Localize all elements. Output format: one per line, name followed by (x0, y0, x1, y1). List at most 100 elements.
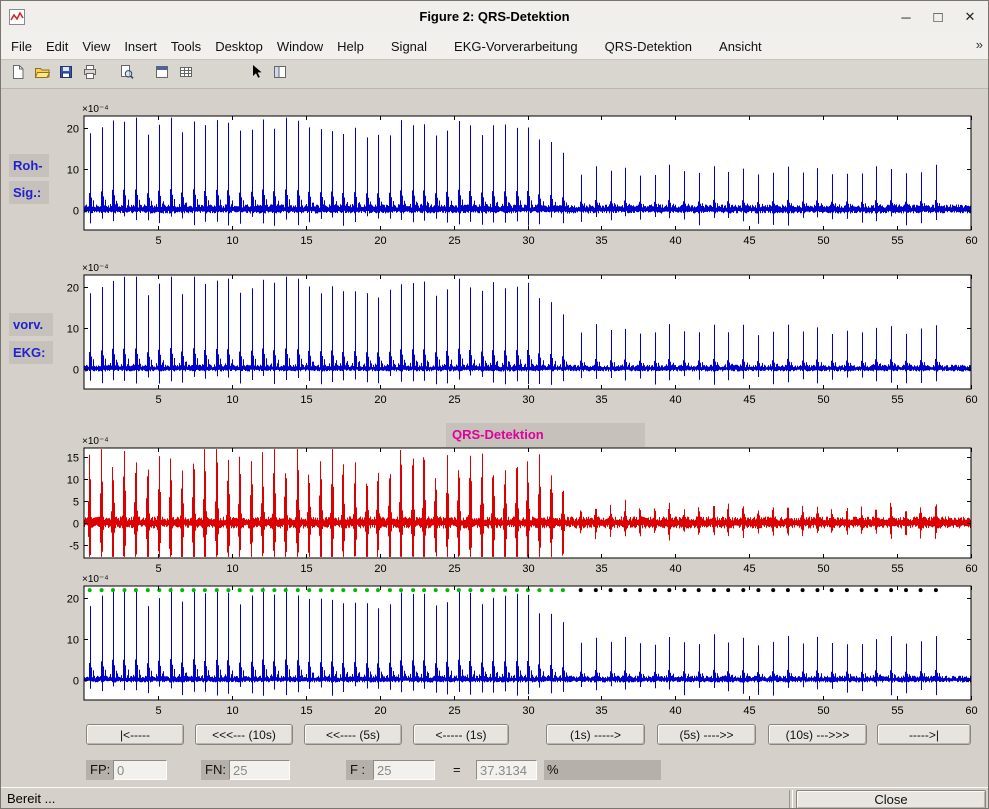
svg-text:45: 45 (743, 235, 755, 247)
svg-text:0: 0 (73, 676, 79, 688)
minimize-button[interactable]: ─ (901, 9, 911, 25)
svg-text:15: 15 (300, 394, 312, 406)
window-title: Figure 2: QRS-Detektion (419, 9, 570, 24)
dock-figure-button[interactable] (150, 63, 174, 86)
fp-input[interactable] (113, 760, 167, 780)
print-icon (82, 64, 98, 85)
table-icon (178, 64, 194, 85)
fp-label: FP: (86, 760, 113, 780)
nav-fwd-1s-button[interactable]: (1s) -----> (546, 724, 645, 745)
new-document-button[interactable] (6, 63, 30, 86)
insert-table-button[interactable] (174, 63, 198, 86)
print-preview-button[interactable] (114, 63, 138, 86)
svg-text:35: 35 (595, 705, 607, 717)
svg-text:60: 60 (965, 563, 977, 575)
dock-window-icon (154, 64, 170, 85)
equals-sign: = (453, 762, 461, 777)
svg-text:45: 45 (743, 394, 755, 406)
svg-text:35: 35 (595, 394, 607, 406)
menu-item-desktop[interactable]: Desktop (215, 38, 263, 54)
svg-text:0: 0 (73, 206, 79, 218)
svg-text:30: 30 (522, 563, 534, 575)
window-icon (9, 9, 25, 25)
svg-text:30: 30 (522, 705, 534, 717)
nav-back-1s-button[interactable]: <----- (1s) (413, 724, 509, 745)
new-document-icon (10, 64, 26, 85)
result-input[interactable] (476, 760, 537, 780)
nav-back-5s-button[interactable]: <<---- (5s) (304, 724, 402, 745)
svg-text:50: 50 (817, 394, 829, 406)
titlebar: Figure 2: QRS-Detektion ─ □ ✕ (1, 1, 988, 34)
svg-text:15: 15 (300, 563, 312, 575)
menu-item-ekg-vorverarbeitung[interactable]: EKG-Vorverarbeitung (454, 38, 578, 54)
menubar: File Edit View Insert Tools Desktop Wind… (1, 33, 988, 60)
maximize-button[interactable]: □ (933, 8, 943, 26)
menu-item-edit[interactable]: Edit (45, 38, 69, 54)
close-button[interactable]: Close (796, 790, 986, 808)
menu-item-file[interactable]: File (11, 38, 32, 54)
svg-text:×10⁻⁴: ×10⁻⁴ (82, 436, 109, 447)
svg-text:10: 10 (226, 394, 238, 406)
svg-text:5: 5 (73, 497, 79, 509)
save-button[interactable] (54, 63, 78, 86)
menu-item-tools[interactable]: Tools (170, 38, 202, 54)
svg-text:55: 55 (891, 235, 903, 247)
nav-back-10s-button[interactable]: <<<--- (10s) (195, 724, 293, 745)
svg-text:×10⁻⁴: ×10⁻⁴ (82, 574, 109, 585)
svg-text:0: 0 (73, 519, 79, 531)
svg-text:55: 55 (891, 563, 903, 575)
svg-text:10: 10 (67, 324, 79, 336)
svg-text:5: 5 (155, 563, 161, 575)
svg-text:20: 20 (374, 394, 386, 406)
window-controls: ─ □ ✕ (890, 1, 986, 33)
layout-panels-button[interactable] (268, 63, 292, 86)
svg-text:25: 25 (448, 394, 460, 406)
svg-text:40: 40 (669, 705, 681, 717)
roh-signal-label-line1: Roh- (9, 154, 49, 177)
svg-text:40: 40 (669, 235, 681, 247)
menu-item-help[interactable]: Help (337, 38, 364, 54)
toolbar (1, 60, 988, 89)
svg-text:40: 40 (669, 563, 681, 575)
save-icon (58, 64, 74, 85)
svg-text:20: 20 (67, 124, 79, 136)
close-window-button[interactable]: ✕ (964, 9, 976, 24)
svg-text:30: 30 (522, 394, 534, 406)
svg-text:25: 25 (448, 705, 460, 717)
print-button[interactable] (78, 63, 102, 86)
menu-item-signal[interactable]: Signal (390, 38, 428, 54)
nav-fwd-10s-button[interactable]: (10s) --->>> (768, 724, 867, 745)
menu-item-qrs-detektion[interactable]: QRS-Detektion (604, 38, 693, 54)
f-label: F : (346, 760, 373, 780)
svg-text:25: 25 (448, 563, 460, 575)
svg-text:-5: -5 (69, 541, 79, 553)
menu-item-insert[interactable]: Insert (124, 38, 157, 54)
svg-text:35: 35 (595, 235, 607, 247)
pointer-tool-button[interactable] (244, 63, 268, 86)
nav-fwd-5s-button[interactable]: (5s) ---->> (657, 724, 756, 745)
svg-text:50: 50 (817, 235, 829, 247)
svg-text:20: 20 (374, 235, 386, 247)
menu-item-window[interactable]: Window (276, 38, 324, 54)
svg-text:45: 45 (743, 705, 755, 717)
fn-input[interactable] (229, 760, 290, 780)
nav-fwd-end-button[interactable]: ----->| (877, 724, 971, 745)
nav-rewind-start-button[interactable]: |<----- (86, 724, 184, 745)
svg-text:20: 20 (374, 563, 386, 575)
svg-text:50: 50 (817, 705, 829, 717)
open-file-button[interactable] (30, 63, 54, 86)
svg-text:0: 0 (73, 365, 79, 377)
f-input[interactable] (373, 760, 435, 780)
menu-item-ansicht[interactable]: Ansicht (719, 38, 762, 54)
menu-item-view[interactable]: View (82, 38, 111, 54)
pointer-icon (248, 64, 264, 85)
percent-label: % (544, 760, 661, 780)
svg-text:30: 30 (522, 235, 534, 247)
menu-overflow-icon[interactable]: » (975, 37, 983, 52)
open-folder-icon (34, 64, 51, 85)
svg-text:20: 20 (67, 594, 79, 606)
plot-vorverarbeitetes-ekg: 5 10 15 20 25 30 35 40 45 50 55 60 0 10 20 ×10⁻⁴ (54, 259, 986, 409)
svg-text:45: 45 (743, 563, 755, 575)
svg-text:15: 15 (300, 235, 312, 247)
